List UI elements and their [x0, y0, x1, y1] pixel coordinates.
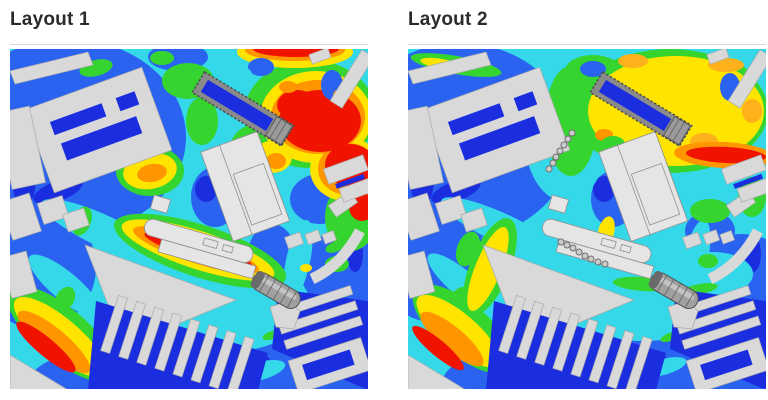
tree-row-upper: [545, 129, 576, 173]
layout1-wind-heatmap: [10, 49, 368, 389]
panel-title: Layout 1: [10, 9, 90, 30]
divider-rule: [10, 44, 368, 45]
layout2-wind-heatmap: [408, 49, 766, 389]
panel-layout-2: Layout 2: [408, 0, 766, 389]
divider-rule: [408, 44, 766, 45]
panel-layout-1: Layout 1: [10, 0, 368, 389]
panel-title: Layout 2: [408, 9, 488, 30]
tree-row-lower: [557, 238, 609, 268]
